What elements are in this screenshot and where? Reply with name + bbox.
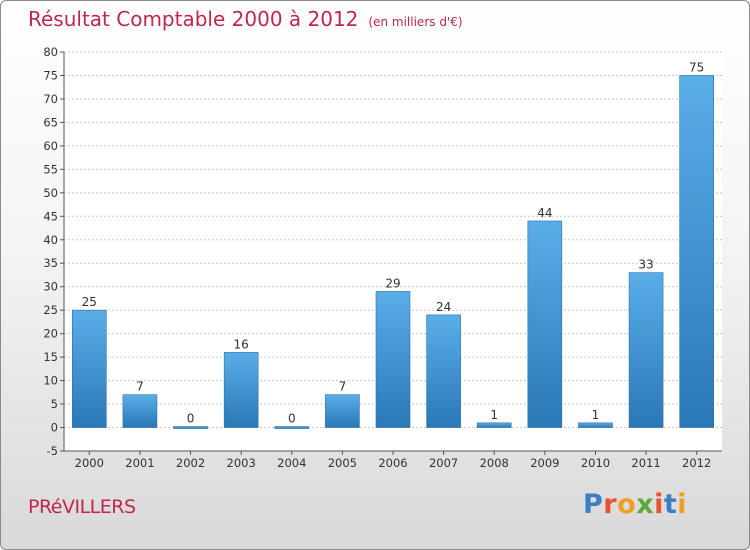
y-tick-label: 50 [43,186,58,200]
data-label: 44 [537,206,552,220]
y-tick-label: 35 [43,256,58,270]
data-label: 1 [592,408,600,422]
chart-subtitle: (en milliers d'€) [368,15,463,29]
proxiti-logo: Proxiti [583,489,688,520]
y-tick-label: 55 [43,162,58,176]
title-text: Résultat Comptable 2000 à 2012 [28,7,359,31]
bar [274,426,310,429]
bar [173,426,208,429]
bar [375,291,411,428]
y-tick-label: -5 [47,444,58,458]
y-tick-label: 0 [51,421,58,435]
y-tick-label: 45 [43,209,58,223]
x-tick-label: 2005 [328,456,357,470]
bar [122,394,158,428]
y-tick-label: 10 [43,374,58,388]
y-tick-label: 40 [43,233,58,247]
x-tick-label: 2011 [631,456,660,470]
data-label: 16 [234,337,249,351]
y-tick-label: 65 [43,115,58,129]
data-label: 7 [339,380,347,394]
data-label: 0 [187,412,195,426]
bar [426,314,461,428]
bar [679,75,714,428]
bar [628,272,664,428]
x-tick-label: 2010 [581,456,610,470]
data-label: 33 [638,258,653,272]
data-label: 75 [689,60,704,74]
x-tick-label: 2012 [682,456,711,470]
bar [476,422,512,428]
x-tick-label: 2004 [277,456,306,470]
x-tick-label: 2001 [125,456,154,470]
y-tick-label: 70 [43,92,58,106]
bar [578,422,613,428]
y-tick-label: 75 [43,68,58,82]
data-label: 24 [436,300,451,314]
data-label: 25 [82,295,97,309]
x-tick-label: 2007 [429,456,458,470]
x-tick-label: 2000 [75,456,104,470]
data-label: 7 [136,380,144,394]
y-tick-label: 15 [43,350,58,364]
data-label: 0 [288,412,296,426]
x-tick-label: 2003 [227,456,256,470]
chart-title: Résultat Comptable 2000 à 2012 (en millie… [28,7,463,31]
x-tick-label: 2008 [480,456,509,470]
y-tick-label: 25 [43,303,58,317]
y-tick-label: 30 [43,280,58,294]
x-tick-label: 2009 [530,456,559,470]
bar [72,309,107,428]
data-label: 29 [385,276,400,290]
bar [325,394,360,428]
commune-name: PRéVILLERS [28,496,136,518]
x-tick-label: 2006 [378,456,407,470]
data-label: 1 [490,408,498,422]
x-tick-label: 2002 [176,456,205,470]
y-tick-label: 60 [43,139,58,153]
y-tick-label: 20 [43,327,58,341]
bar [223,352,259,428]
bar [527,220,563,428]
y-tick-label: 80 [43,45,58,59]
y-tick-label: 5 [51,397,58,411]
